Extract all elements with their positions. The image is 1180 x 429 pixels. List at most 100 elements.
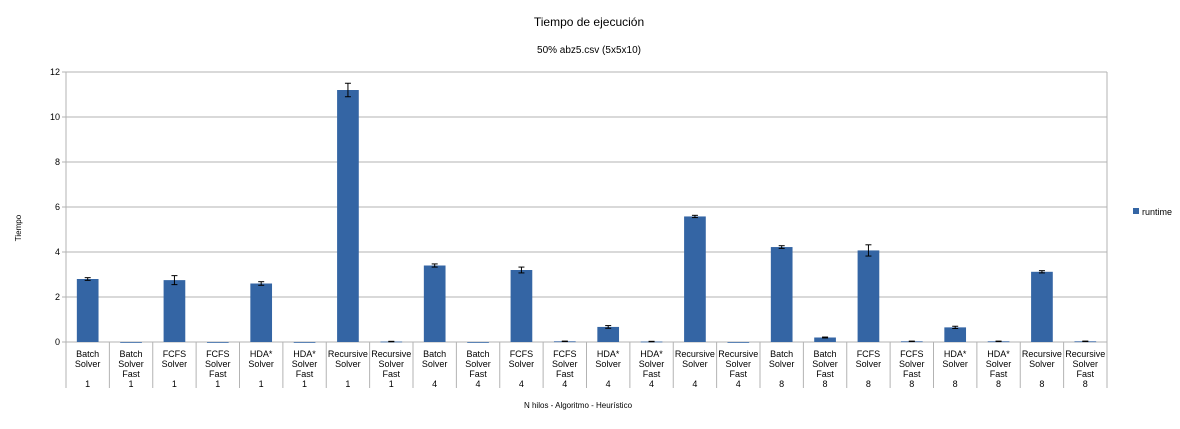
x-tick-label: Solver — [769, 359, 795, 369]
x-group-label: 8 — [909, 379, 914, 389]
x-tick-label: Recursive — [718, 349, 758, 359]
x-group-label: 1 — [302, 379, 307, 389]
y-tick-label: 2 — [55, 292, 60, 302]
x-group-label: 4 — [692, 379, 697, 389]
x-tick-label: Solver — [595, 359, 621, 369]
x-group-label: 1 — [172, 379, 177, 389]
y-axis-label: Tiempo — [14, 214, 23, 241]
x-tick-label: FCFS — [553, 349, 577, 359]
x-tick-label: Solver — [1073, 359, 1099, 369]
x-tick-label: Solver — [639, 359, 665, 369]
x-tick-label: Solver — [162, 359, 188, 369]
x-tick-label: Solver — [118, 359, 144, 369]
x-tick-label: HDA* — [250, 349, 273, 359]
x-group-label: 8 — [1083, 379, 1088, 389]
x-tick-label: Batch — [120, 349, 143, 359]
x-group-label: 4 — [519, 379, 524, 389]
bar — [293, 342, 316, 343]
x-tick-label: Solver — [552, 359, 578, 369]
x-tick-label: Recursive — [328, 349, 368, 359]
x-tick-label: Batch — [76, 349, 99, 359]
x-tick-label: HDA* — [987, 349, 1010, 359]
x-tick-label: Fast — [469, 369, 487, 379]
bar — [206, 342, 229, 343]
y-tick-label: 0 — [55, 337, 60, 347]
x-tick-label: Recursive — [1022, 349, 1062, 359]
x-tick-label: Batch — [814, 349, 837, 359]
bar — [857, 250, 880, 342]
x-tick-label: Fast — [643, 369, 661, 379]
x-tick-label: Solver — [422, 359, 448, 369]
bar — [770, 247, 793, 342]
x-group-label: 8 — [996, 379, 1001, 389]
x-tick-label: Batch — [770, 349, 793, 359]
x-tick-label: Solver — [205, 359, 231, 369]
y-tick-label: 8 — [55, 157, 60, 167]
y-tick-label: 4 — [55, 247, 60, 257]
bar — [250, 283, 273, 342]
x-tick-label: Recursive — [1065, 349, 1105, 359]
legend-swatch — [1133, 208, 1139, 214]
x-group-label: 8 — [866, 379, 871, 389]
x-tick-label: Fast — [1077, 369, 1095, 379]
bar — [597, 326, 620, 342]
plot-area: 024681012BatchSolver1BatchSolverFast1FCF… — [50, 67, 1108, 389]
bar — [337, 90, 359, 342]
x-tick-label: HDA* — [597, 349, 620, 359]
x-tick-label: Recursive — [371, 349, 411, 359]
x-tick-label: Fast — [730, 369, 748, 379]
x-tick-label: HDA* — [640, 349, 663, 359]
x-group-label: 4 — [562, 379, 567, 389]
x-tick-label: Fast — [556, 369, 574, 379]
x-tick-label: Solver — [292, 359, 318, 369]
x-tick-label: FCFS — [900, 349, 924, 359]
x-tick-label: FCFS — [857, 349, 881, 359]
x-tick-label: Fast — [296, 369, 314, 379]
x-tick-label: Solver — [812, 359, 838, 369]
bar — [423, 265, 446, 342]
legend: runtime — [1133, 207, 1172, 217]
bar — [467, 342, 489, 343]
bar — [944, 327, 967, 342]
x-tick-label: Solver — [899, 359, 925, 369]
bar — [510, 270, 533, 342]
y-tick-label: 12 — [50, 67, 60, 77]
x-tick-label: Solver — [75, 359, 101, 369]
bar — [163, 280, 186, 342]
x-axis-label: N hilos - Algoritmo - Heurístico — [524, 401, 633, 410]
x-tick-label: FCFS — [510, 349, 534, 359]
y-tick-label: 6 — [55, 202, 60, 212]
x-tick-label: FCFS — [163, 349, 187, 359]
x-tick-label: Batch — [423, 349, 446, 359]
x-group-label: 8 — [823, 379, 828, 389]
x-tick-label: Fast — [209, 369, 227, 379]
x-tick-label: FCFS — [206, 349, 230, 359]
x-group-label: 4 — [736, 379, 741, 389]
bar — [1031, 271, 1053, 342]
x-group-label: 1 — [259, 379, 264, 389]
bar — [76, 279, 99, 342]
x-group-label: 1 — [129, 379, 134, 389]
x-tick-label: Solver — [379, 359, 405, 369]
x-tick-label: Solver — [1029, 359, 1055, 369]
chart-subtitle: 50% abz5.csv (5x5x10) — [537, 45, 641, 56]
x-tick-label: Recursive — [675, 349, 715, 359]
bar — [684, 216, 706, 342]
x-tick-label: Solver — [726, 359, 752, 369]
x-group-label: 4 — [432, 379, 437, 389]
x-tick-label: Solver — [682, 359, 708, 369]
x-group-label: 1 — [215, 379, 220, 389]
x-group-label: 8 — [1039, 379, 1044, 389]
x-tick-label: Solver — [856, 359, 882, 369]
bar — [727, 342, 750, 343]
x-group-label: 1 — [85, 379, 90, 389]
x-tick-label: Fast — [816, 369, 834, 379]
x-tick-label: Solver — [248, 359, 274, 369]
y-tick-label: 10 — [50, 112, 60, 122]
x-group-label: 4 — [649, 379, 654, 389]
x-tick-label: Solver — [465, 359, 491, 369]
bar — [120, 342, 142, 343]
x-tick-label: HDA* — [944, 349, 967, 359]
